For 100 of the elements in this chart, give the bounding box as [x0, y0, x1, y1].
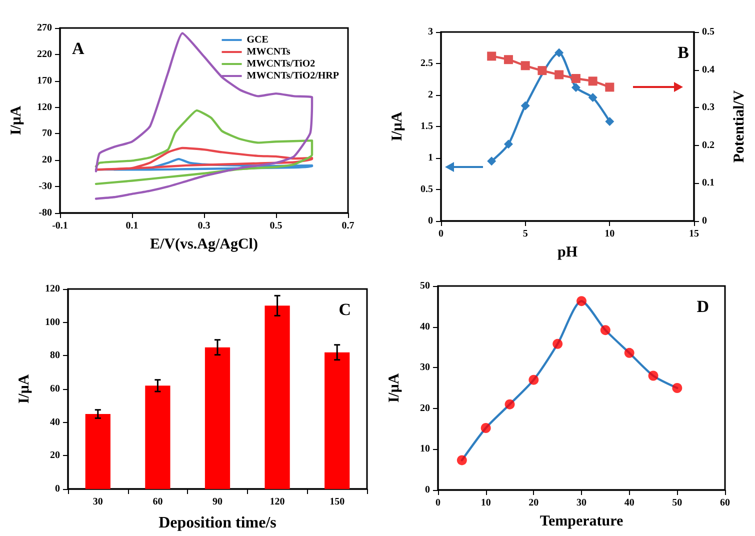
- y-tick-label: 2.5: [420, 58, 433, 69]
- point: [552, 338, 563, 349]
- x-tick-label: 5: [522, 228, 528, 240]
- x-tick-label: 15: [689, 228, 699, 240]
- y-tick-label: -30: [38, 181, 52, 192]
- legend-label: MWCNTs/TiO2/HRP: [246, 70, 340, 82]
- line-series: [94, 146, 314, 171]
- y-tick-label: 0: [55, 484, 60, 494]
- x-tick-label: 0.1: [126, 220, 138, 232]
- point: [648, 370, 658, 381]
- point: [588, 93, 598, 102]
- y-tick-label: 50: [420, 280, 430, 292]
- legend-label: MWCNTs: [246, 46, 290, 58]
- y-tick-label: 40: [50, 416, 60, 428]
- x-tick-label: 40: [624, 498, 634, 508]
- x-axis-title: Deposition time/s: [158, 514, 276, 532]
- y-tick-label: 120: [37, 102, 52, 113]
- point: [571, 74, 580, 83]
- point: [520, 61, 530, 70]
- y-tick-label: 1: [428, 152, 433, 164]
- y2-tick-label: 0.1: [702, 178, 714, 189]
- point: [605, 82, 614, 92]
- line-series: [94, 109, 314, 186]
- bar: [204, 347, 230, 489]
- y-tick-label: 40: [420, 321, 430, 332]
- x-tick-label: 20: [528, 498, 539, 508]
- annotation: A: [72, 39, 85, 58]
- point: [456, 455, 467, 466]
- y-tick-label: 100: [45, 316, 60, 328]
- point: [576, 296, 586, 306]
- x-tick-label: 50: [672, 498, 682, 508]
- point: [480, 422, 491, 433]
- y-tick-label: 0: [425, 484, 430, 496]
- point: [504, 399, 515, 410]
- y-tick-label: 3: [428, 26, 433, 38]
- point: [588, 76, 598, 86]
- x-tick-label: 10: [480, 498, 491, 508]
- point: [672, 383, 682, 393]
- y-tick-label: 120: [45, 284, 60, 294]
- y2-tick-label: 0.2: [702, 140, 714, 151]
- y-tick-label: 30: [420, 362, 430, 374]
- y-tick-label: 20: [420, 402, 430, 414]
- bar: [145, 386, 170, 489]
- point: [528, 374, 539, 385]
- y-tick-label: 70: [42, 128, 52, 140]
- x-axis-title: E/V(vs.Ag/AgCl): [150, 236, 258, 252]
- y-tick-label: -80: [38, 208, 52, 218]
- point: [487, 156, 496, 166]
- y-tick-label: 220: [37, 48, 52, 60]
- y-tick-label: 170: [37, 75, 52, 86]
- y-tick-label: 0.5: [420, 184, 433, 195]
- x-tick-label: 0: [438, 228, 444, 240]
- y2-tick-label: 0.3: [702, 102, 714, 114]
- y-tick-label: 2: [428, 90, 433, 100]
- bar: [85, 414, 110, 489]
- x-tick-label: -0.1: [52, 220, 68, 232]
- point: [571, 82, 580, 92]
- y-axis-title: I/μA: [16, 374, 32, 404]
- x-tick-label: 0.3: [198, 220, 210, 232]
- y-axis-title: I/μA: [390, 112, 406, 142]
- x-tick-label: 0.7: [342, 220, 354, 232]
- annotation: C: [338, 300, 352, 319]
- point: [554, 48, 564, 58]
- legend-label: GCE: [246, 34, 269, 46]
- x-tick-label: 120: [270, 496, 285, 508]
- x-tick-label: 150: [330, 496, 345, 508]
- y-tick-label: 270: [37, 22, 52, 34]
- point: [600, 325, 610, 336]
- x-tick-label: 60: [152, 496, 163, 508]
- y-tick-label: 10: [420, 444, 430, 455]
- y-axis-title: I/μA: [8, 106, 24, 136]
- annotation: B: [678, 43, 690, 62]
- point: [504, 140, 513, 149]
- point: [605, 116, 614, 126]
- point: [487, 52, 496, 61]
- y2-axis-title: Potential/V: [732, 90, 748, 163]
- y-tick-label: 20: [50, 450, 60, 462]
- point: [520, 101, 530, 110]
- bar: [324, 352, 350, 489]
- point: [504, 55, 513, 64]
- x-tick-label: 0: [436, 498, 440, 508]
- point: [554, 70, 564, 80]
- y-axis-title: I/μA: [386, 373, 402, 403]
- y2-tick-label: 0.4: [702, 64, 714, 76]
- y-tick-label: 60: [50, 384, 60, 394]
- annotation: D: [696, 297, 710, 316]
- y-tick-label: 20: [42, 154, 52, 166]
- y-tick-label: 80: [50, 350, 60, 362]
- x-axis-title: pH: [557, 244, 578, 260]
- x-tick-label: 90: [212, 496, 222, 508]
- x-tick-label: 30: [576, 498, 586, 508]
- x-tick-label: 60: [720, 498, 730, 508]
- point: [624, 348, 634, 358]
- x-tick-label: 30: [92, 496, 103, 508]
- point: [538, 66, 547, 76]
- x-tick-label: 10: [604, 228, 615, 240]
- x-axis-title: Temperature: [540, 514, 624, 530]
- legend-label: MWCNTs/TiO2: [246, 58, 316, 70]
- x-tick-label: 0.5: [270, 220, 282, 232]
- bar: [264, 306, 290, 489]
